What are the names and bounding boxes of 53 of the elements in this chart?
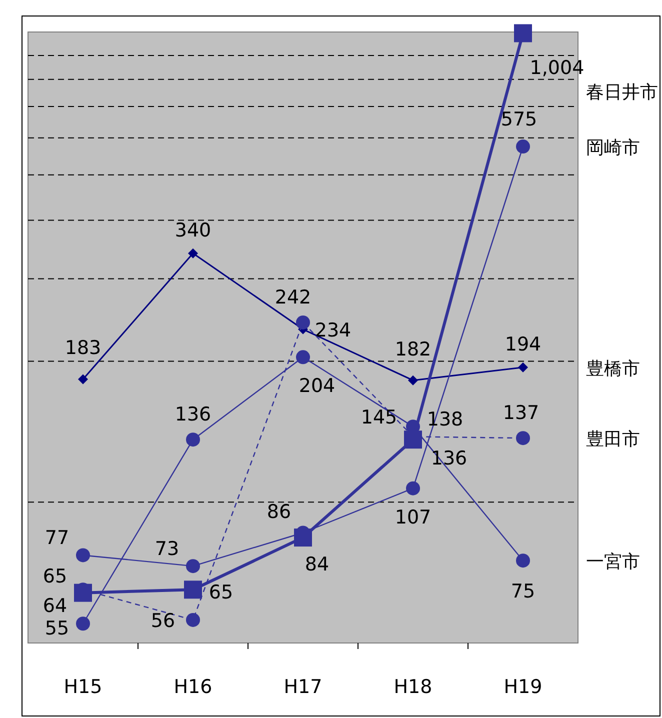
x-tick-label: H16 [174, 676, 212, 698]
data-label: 137 [502, 402, 540, 424]
text: 春日井市 [586, 82, 658, 104]
data-label: 1,004 [530, 57, 584, 80]
text: 豊橋市 [586, 358, 640, 380]
text: 豊田市 [586, 429, 640, 450]
x-tick-label: H18 [394, 676, 432, 698]
data-label: 86 [266, 500, 292, 523]
data-label: 73 [154, 538, 180, 560]
point [406, 481, 420, 496]
data-label: 64 [42, 594, 68, 617]
data-label: 183 [64, 337, 102, 360]
text: 一宮市 [586, 552, 640, 573]
point [184, 580, 202, 599]
data-label: 65 [42, 566, 68, 588]
point [514, 24, 532, 42]
data-label: 204 [298, 375, 336, 398]
data-label: 107 [394, 506, 432, 528]
point [76, 548, 90, 562]
data-label: 56 [150, 610, 176, 632]
data-label: 84 [304, 554, 330, 576]
point [518, 362, 528, 372]
point [78, 374, 88, 384]
point [186, 612, 200, 627]
point [296, 350, 310, 364]
data-label: 194 [504, 333, 542, 356]
data-label: 340 [174, 219, 212, 242]
point [188, 248, 198, 258]
point [296, 315, 310, 330]
point [294, 528, 312, 547]
data-label: 136 [174, 404, 212, 426]
data-label: 242 [274, 286, 312, 308]
x-tick-label: H15 [64, 676, 102, 698]
data-label: 182 [394, 338, 432, 360]
point [408, 375, 418, 386]
data-label: 145 [360, 406, 398, 429]
point [74, 584, 92, 602]
point [404, 430, 422, 449]
data-label: 575 [500, 108, 538, 131]
data-label: 65 [208, 582, 234, 604]
data-label: 77 [44, 527, 70, 550]
point [516, 140, 530, 154]
point [516, 554, 530, 568]
point [186, 559, 200, 574]
point [516, 431, 530, 446]
data-label: 55 [44, 618, 70, 640]
data-label: 75 [510, 580, 536, 603]
text: 岡崎市 [586, 138, 640, 159]
point [186, 432, 200, 447]
data-label: 234 [314, 319, 352, 342]
point [76, 616, 90, 631]
x-tick-label: H17 [284, 676, 322, 698]
x-tick-label: H19 [504, 676, 542, 698]
